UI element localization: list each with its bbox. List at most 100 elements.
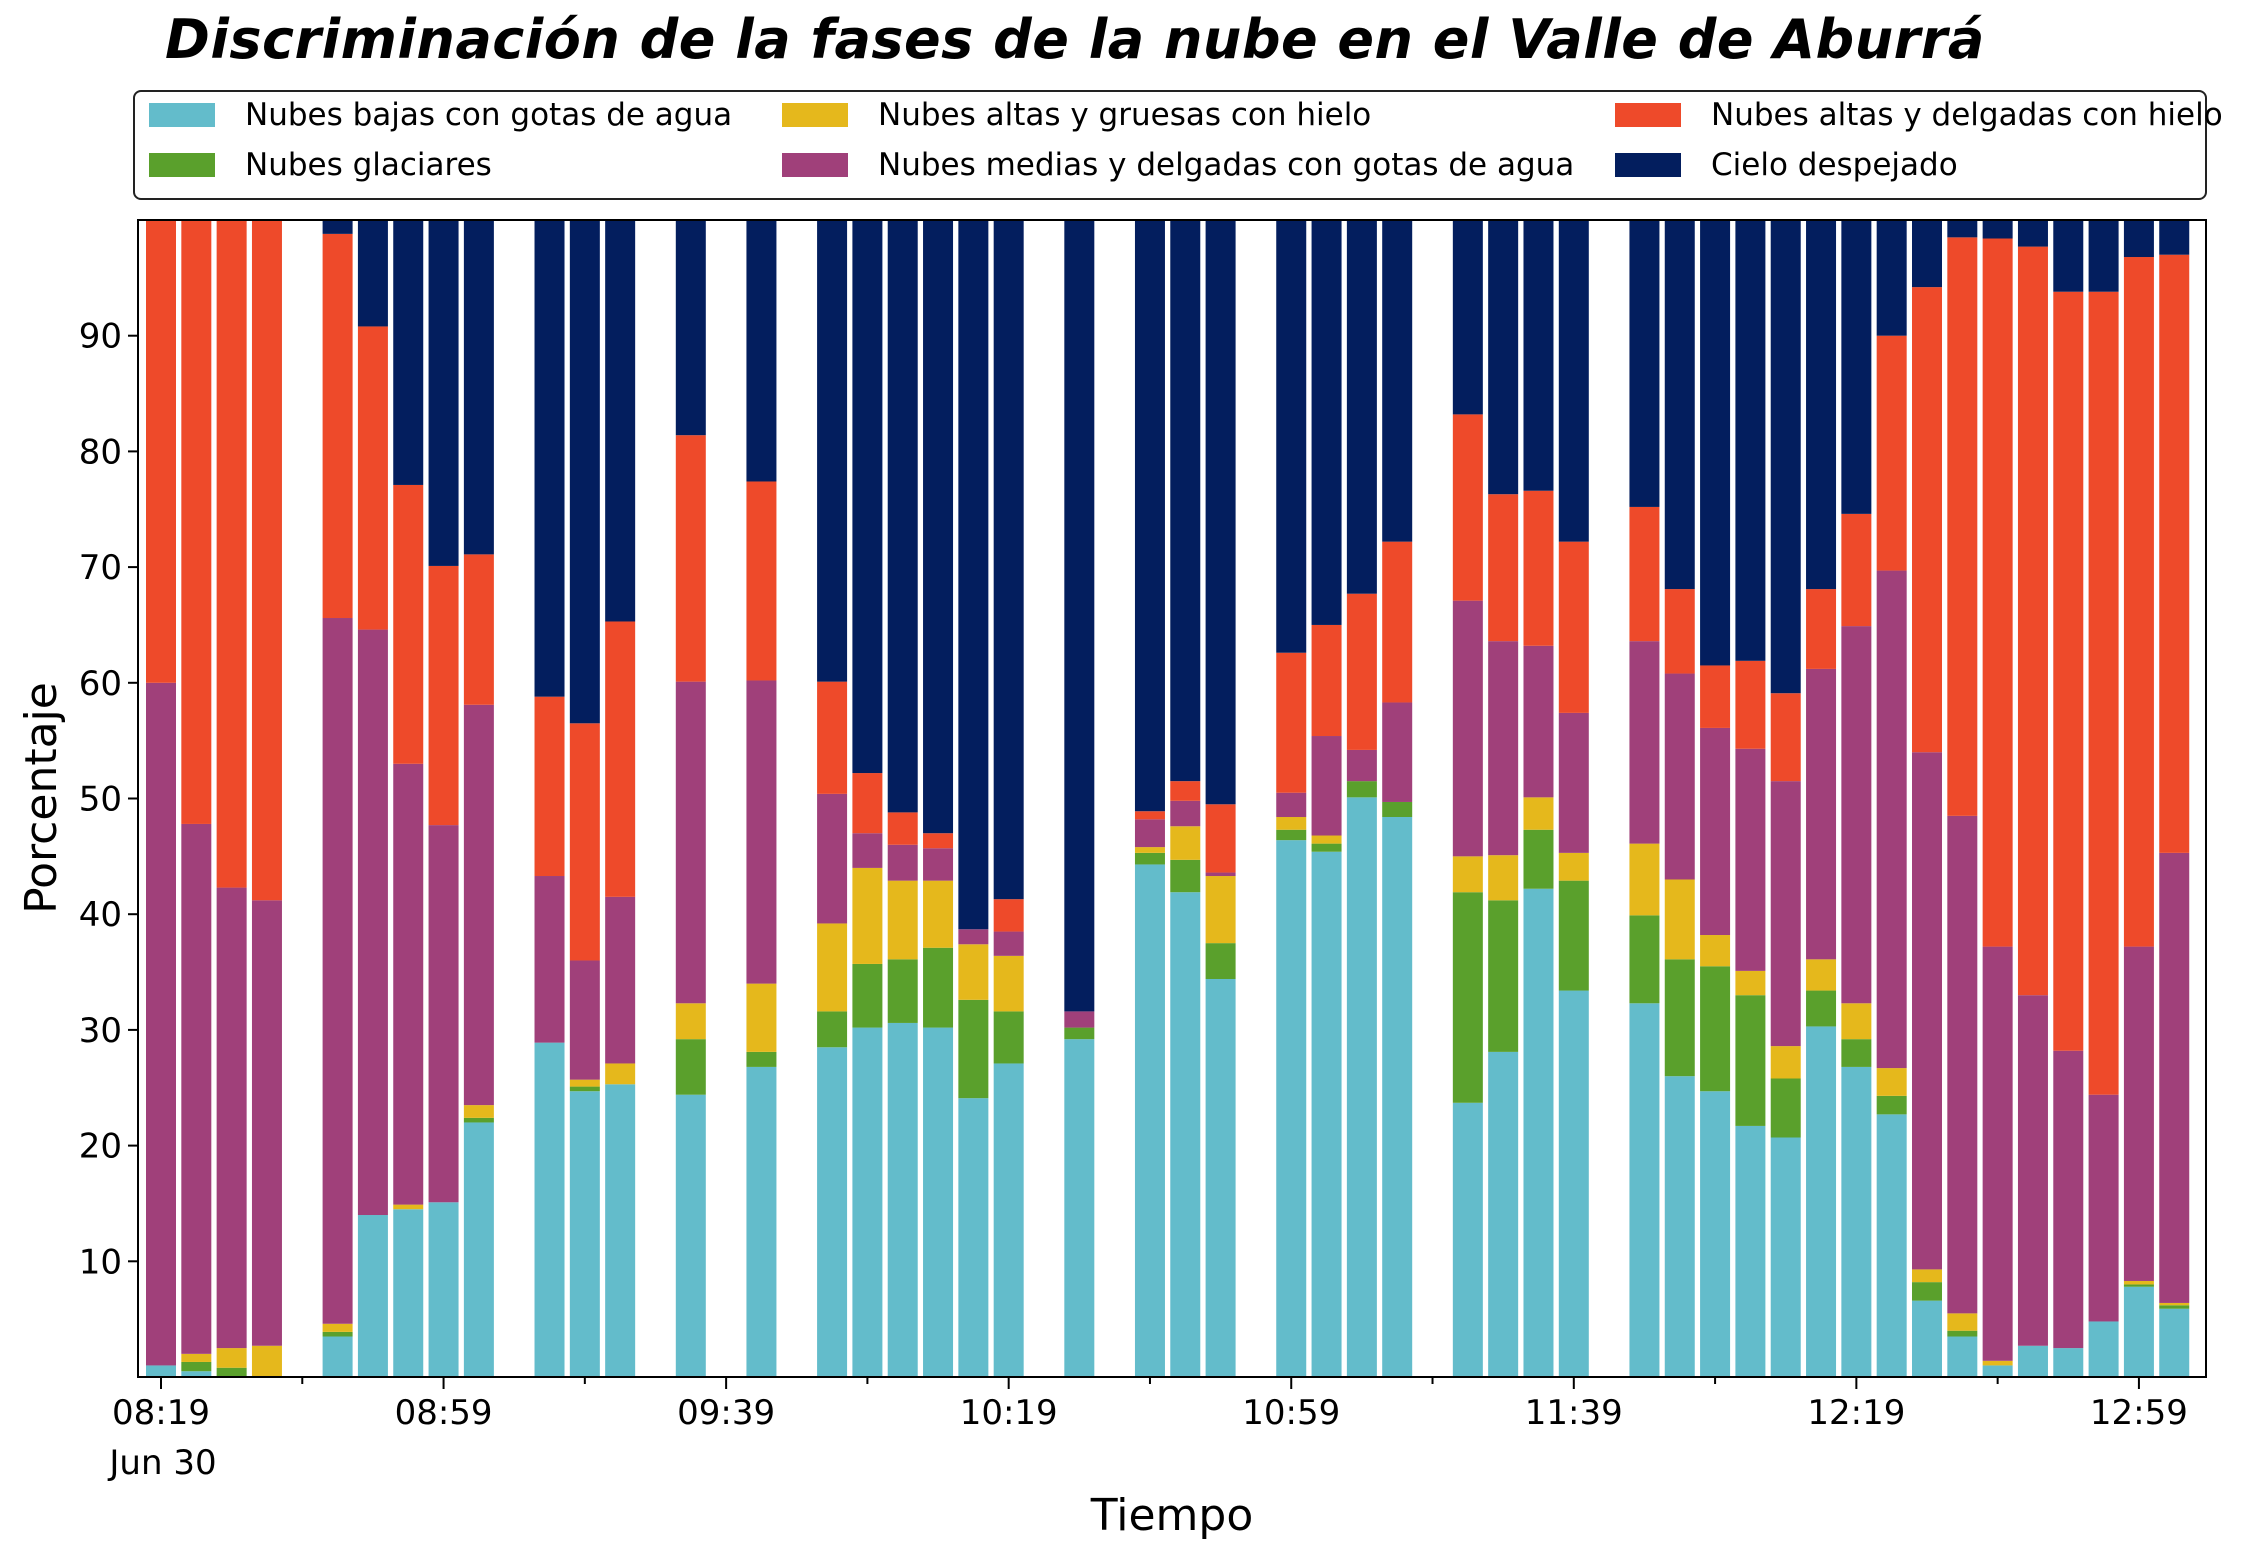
legend-swatch xyxy=(1615,103,1681,127)
bar-segment-nubes-medias-y-delgadas-con-gotas-de-agua xyxy=(746,680,777,984)
bar-segment-nubes-medias-y-delgadas-con-gotas-de-agua xyxy=(2017,995,2048,1346)
bar-segment-nubes-altas-y-gruesas-con-hielo xyxy=(1311,835,1342,844)
bar-segment-nubes-glaciares xyxy=(817,1011,848,1048)
bar-segment-nubes-altas-y-delgadas-con-hielo xyxy=(1311,624,1342,737)
bar-segment-nubes-altas-y-delgadas-con-hielo xyxy=(393,484,424,764)
bar-segment-nubes-altas-y-gruesas-con-hielo xyxy=(1276,817,1307,830)
bar-segment-nubes-altas-y-gruesas-con-hielo xyxy=(1982,1360,2013,1366)
bar-segment-nubes-altas-y-gruesas-con-hielo xyxy=(251,1345,282,1377)
bar-segment-nubes-altas-y-delgadas-con-hielo xyxy=(1947,237,1978,816)
bar-segment-nubes-bajas-con-gotas-de-agua xyxy=(146,1365,176,1377)
bar-segment-nubes-altas-y-gruesas-con-hielo xyxy=(1806,959,1837,991)
x-tick-label: 11:39 xyxy=(1525,1393,1623,1433)
bar-segment-nubes-altas-y-delgadas-con-hielo xyxy=(2088,291,2119,1095)
bar-segment-nubes-medias-y-delgadas-con-gotas-de-agua xyxy=(1346,749,1377,782)
bar-segment-cielo-despejado xyxy=(1629,220,1660,507)
bar-segment-nubes-bajas-con-gotas-de-agua xyxy=(1064,1039,1095,1377)
bar-segment-nubes-bajas-con-gotas-de-agua xyxy=(428,1202,459,1377)
bar-segment-nubes-medias-y-delgadas-con-gotas-de-agua xyxy=(2123,946,2154,1281)
bar-segment-nubes-bajas-con-gotas-de-agua xyxy=(1488,1051,1519,1377)
bar-segment-nubes-glaciares xyxy=(1311,843,1342,852)
y-axis: 10 20 30 40 50 60 70 80 90 xyxy=(79,317,138,1282)
bar-segment-nubes-altas-y-delgadas-con-hielo xyxy=(1276,652,1307,793)
bar-segment-nubes-altas-y-delgadas-con-hielo xyxy=(675,435,706,682)
bar-segment-nubes-altas-y-delgadas-con-hielo xyxy=(1700,665,1731,728)
bar-segment-cielo-despejado xyxy=(1700,220,1731,666)
bar-segment-nubes-medias-y-delgadas-con-gotas-de-agua xyxy=(1064,1011,1095,1028)
bar-segment-nubes-glaciares xyxy=(1346,781,1377,798)
x-tick-label: 09:39 xyxy=(677,1393,775,1433)
bar-segment-nubes-altas-y-delgadas-con-hielo xyxy=(1488,494,1519,642)
bar-segment-nubes-altas-y-gruesas-con-hielo xyxy=(2159,1302,2190,1306)
bar-segment-cielo-despejado xyxy=(1841,220,1872,514)
bar-segment-nubes-glaciares xyxy=(1876,1095,1907,1115)
bar-segment-cielo-despejado xyxy=(357,220,388,327)
bar-segment-nubes-bajas-con-gotas-de-agua xyxy=(2159,1308,2190,1377)
bar-segment-cielo-despejado xyxy=(1346,220,1377,594)
bar-segment-nubes-altas-y-delgadas-con-hielo xyxy=(251,220,282,901)
bar-segment-cielo-despejado xyxy=(746,220,777,482)
bar-segment-nubes-medias-y-delgadas-con-gotas-de-agua xyxy=(216,887,247,1349)
bar-segment-cielo-despejado xyxy=(1664,220,1695,590)
bar-segment-nubes-glaciares xyxy=(1134,852,1165,865)
bar-segment-cielo-despejado xyxy=(1558,220,1589,542)
bar-segment-nubes-medias-y-delgadas-con-gotas-de-agua xyxy=(463,704,494,1106)
bar-segment-nubes-glaciares xyxy=(1912,1282,1942,1301)
bars-layer xyxy=(146,220,2190,1377)
y-tick-label: 10 xyxy=(79,1242,122,1282)
bar-segment-nubes-altas-y-delgadas-con-hielo xyxy=(1629,506,1660,642)
bar-segment-nubes-altas-y-delgadas-con-hielo xyxy=(2123,257,2154,947)
x-axis-title: Tiempo xyxy=(1090,1490,1254,1541)
bar-segment-nubes-altas-y-delgadas-con-hielo xyxy=(146,220,176,683)
legend-swatch xyxy=(149,153,215,177)
bar-segment-nubes-glaciares xyxy=(1523,829,1554,889)
bar-segment-cielo-despejado xyxy=(1134,220,1165,812)
bar-segment-nubes-glaciares xyxy=(1664,959,1695,1077)
bar-segment-cielo-despejado xyxy=(1523,220,1554,491)
bar-segment-nubes-altas-y-gruesas-con-hielo xyxy=(322,1323,353,1332)
bar-segment-nubes-altas-y-gruesas-con-hielo xyxy=(1664,879,1695,960)
bar-segment-nubes-altas-y-gruesas-con-hielo xyxy=(1770,1046,1801,1079)
bar-segment-nubes-altas-y-gruesas-con-hielo xyxy=(923,880,954,948)
bar-segment-cielo-despejado xyxy=(817,220,848,682)
bar-segment-nubes-altas-y-gruesas-con-hielo xyxy=(463,1105,494,1118)
bar-segment-nubes-glaciares xyxy=(746,1051,777,1067)
bar-segment-cielo-despejado xyxy=(2123,220,2154,258)
bar-segment-nubes-medias-y-delgadas-con-gotas-de-agua xyxy=(181,823,212,1354)
y-axis-title: Porcentaje xyxy=(16,682,67,914)
bar-segment-nubes-glaciares xyxy=(1205,943,1236,979)
bar-segment-nubes-bajas-con-gotas-de-agua xyxy=(1664,1076,1695,1377)
bar-segment-nubes-medias-y-delgadas-con-gotas-de-agua xyxy=(923,848,954,881)
bar-segment-nubes-glaciares xyxy=(1947,1330,1978,1337)
bar-segment-nubes-bajas-con-gotas-de-agua xyxy=(605,1084,636,1377)
x-axis: 08:19 08:59 09:39 10:19 10:59 11:39 12:19 12:59… xyxy=(112,1377,2188,1433)
bar-segment-nubes-glaciares xyxy=(1629,915,1660,1004)
bar-segment-nubes-bajas-con-gotas-de-agua xyxy=(887,1022,918,1377)
bar-segment-nubes-altas-y-gruesas-con-hielo xyxy=(1876,1068,1907,1096)
bar-segment-nubes-glaciares xyxy=(1488,900,1519,1052)
bar-segment-nubes-medias-y-delgadas-con-gotas-de-agua xyxy=(1735,748,1766,971)
bar-segment-nubes-altas-y-delgadas-con-hielo xyxy=(993,899,1024,932)
bar-segment-nubes-bajas-con-gotas-de-agua xyxy=(1205,978,1236,1377)
bar-segment-nubes-glaciares xyxy=(1770,1078,1801,1138)
bar-segment-cielo-despejado xyxy=(1311,220,1342,625)
bar-segment-nubes-bajas-con-gotas-de-agua xyxy=(1841,1066,1872,1377)
bar-segment-nubes-altas-y-delgadas-con-hielo xyxy=(923,833,954,849)
bar-segment-nubes-altas-y-delgadas-con-hielo xyxy=(746,481,777,681)
bar-segment-nubes-altas-y-gruesas-con-hielo xyxy=(1523,797,1554,830)
bar-segment-nubes-altas-y-delgadas-con-hielo xyxy=(1841,513,1872,627)
bar-segment-nubes-glaciares xyxy=(993,1011,1024,1064)
bar-segment-nubes-glaciares xyxy=(181,1361,212,1372)
bar-segment-cielo-despejado xyxy=(1382,220,1413,542)
bar-segment-nubes-altas-y-gruesas-con-hielo xyxy=(1912,1269,1942,1283)
bar-segment-nubes-bajas-con-gotas-de-agua xyxy=(817,1047,848,1377)
bar-segment-nubes-altas-y-gruesas-con-hielo xyxy=(958,944,989,1000)
date-label: Jun 30 xyxy=(107,1443,216,1483)
bar-segment-nubes-altas-y-delgadas-con-hielo xyxy=(1912,287,1942,753)
legend-item-clear-sky: Cielo despejado xyxy=(1615,147,1958,183)
bar-segment-nubes-altas-y-delgadas-con-hielo xyxy=(2159,254,2190,853)
bar-segment-nubes-medias-y-delgadas-con-gotas-de-agua xyxy=(817,793,848,924)
bar-segment-cielo-despejado xyxy=(1488,220,1519,495)
bar-segment-nubes-bajas-con-gotas-de-agua xyxy=(569,1091,600,1377)
bar-segment-nubes-glaciares xyxy=(2123,1284,2154,1287)
